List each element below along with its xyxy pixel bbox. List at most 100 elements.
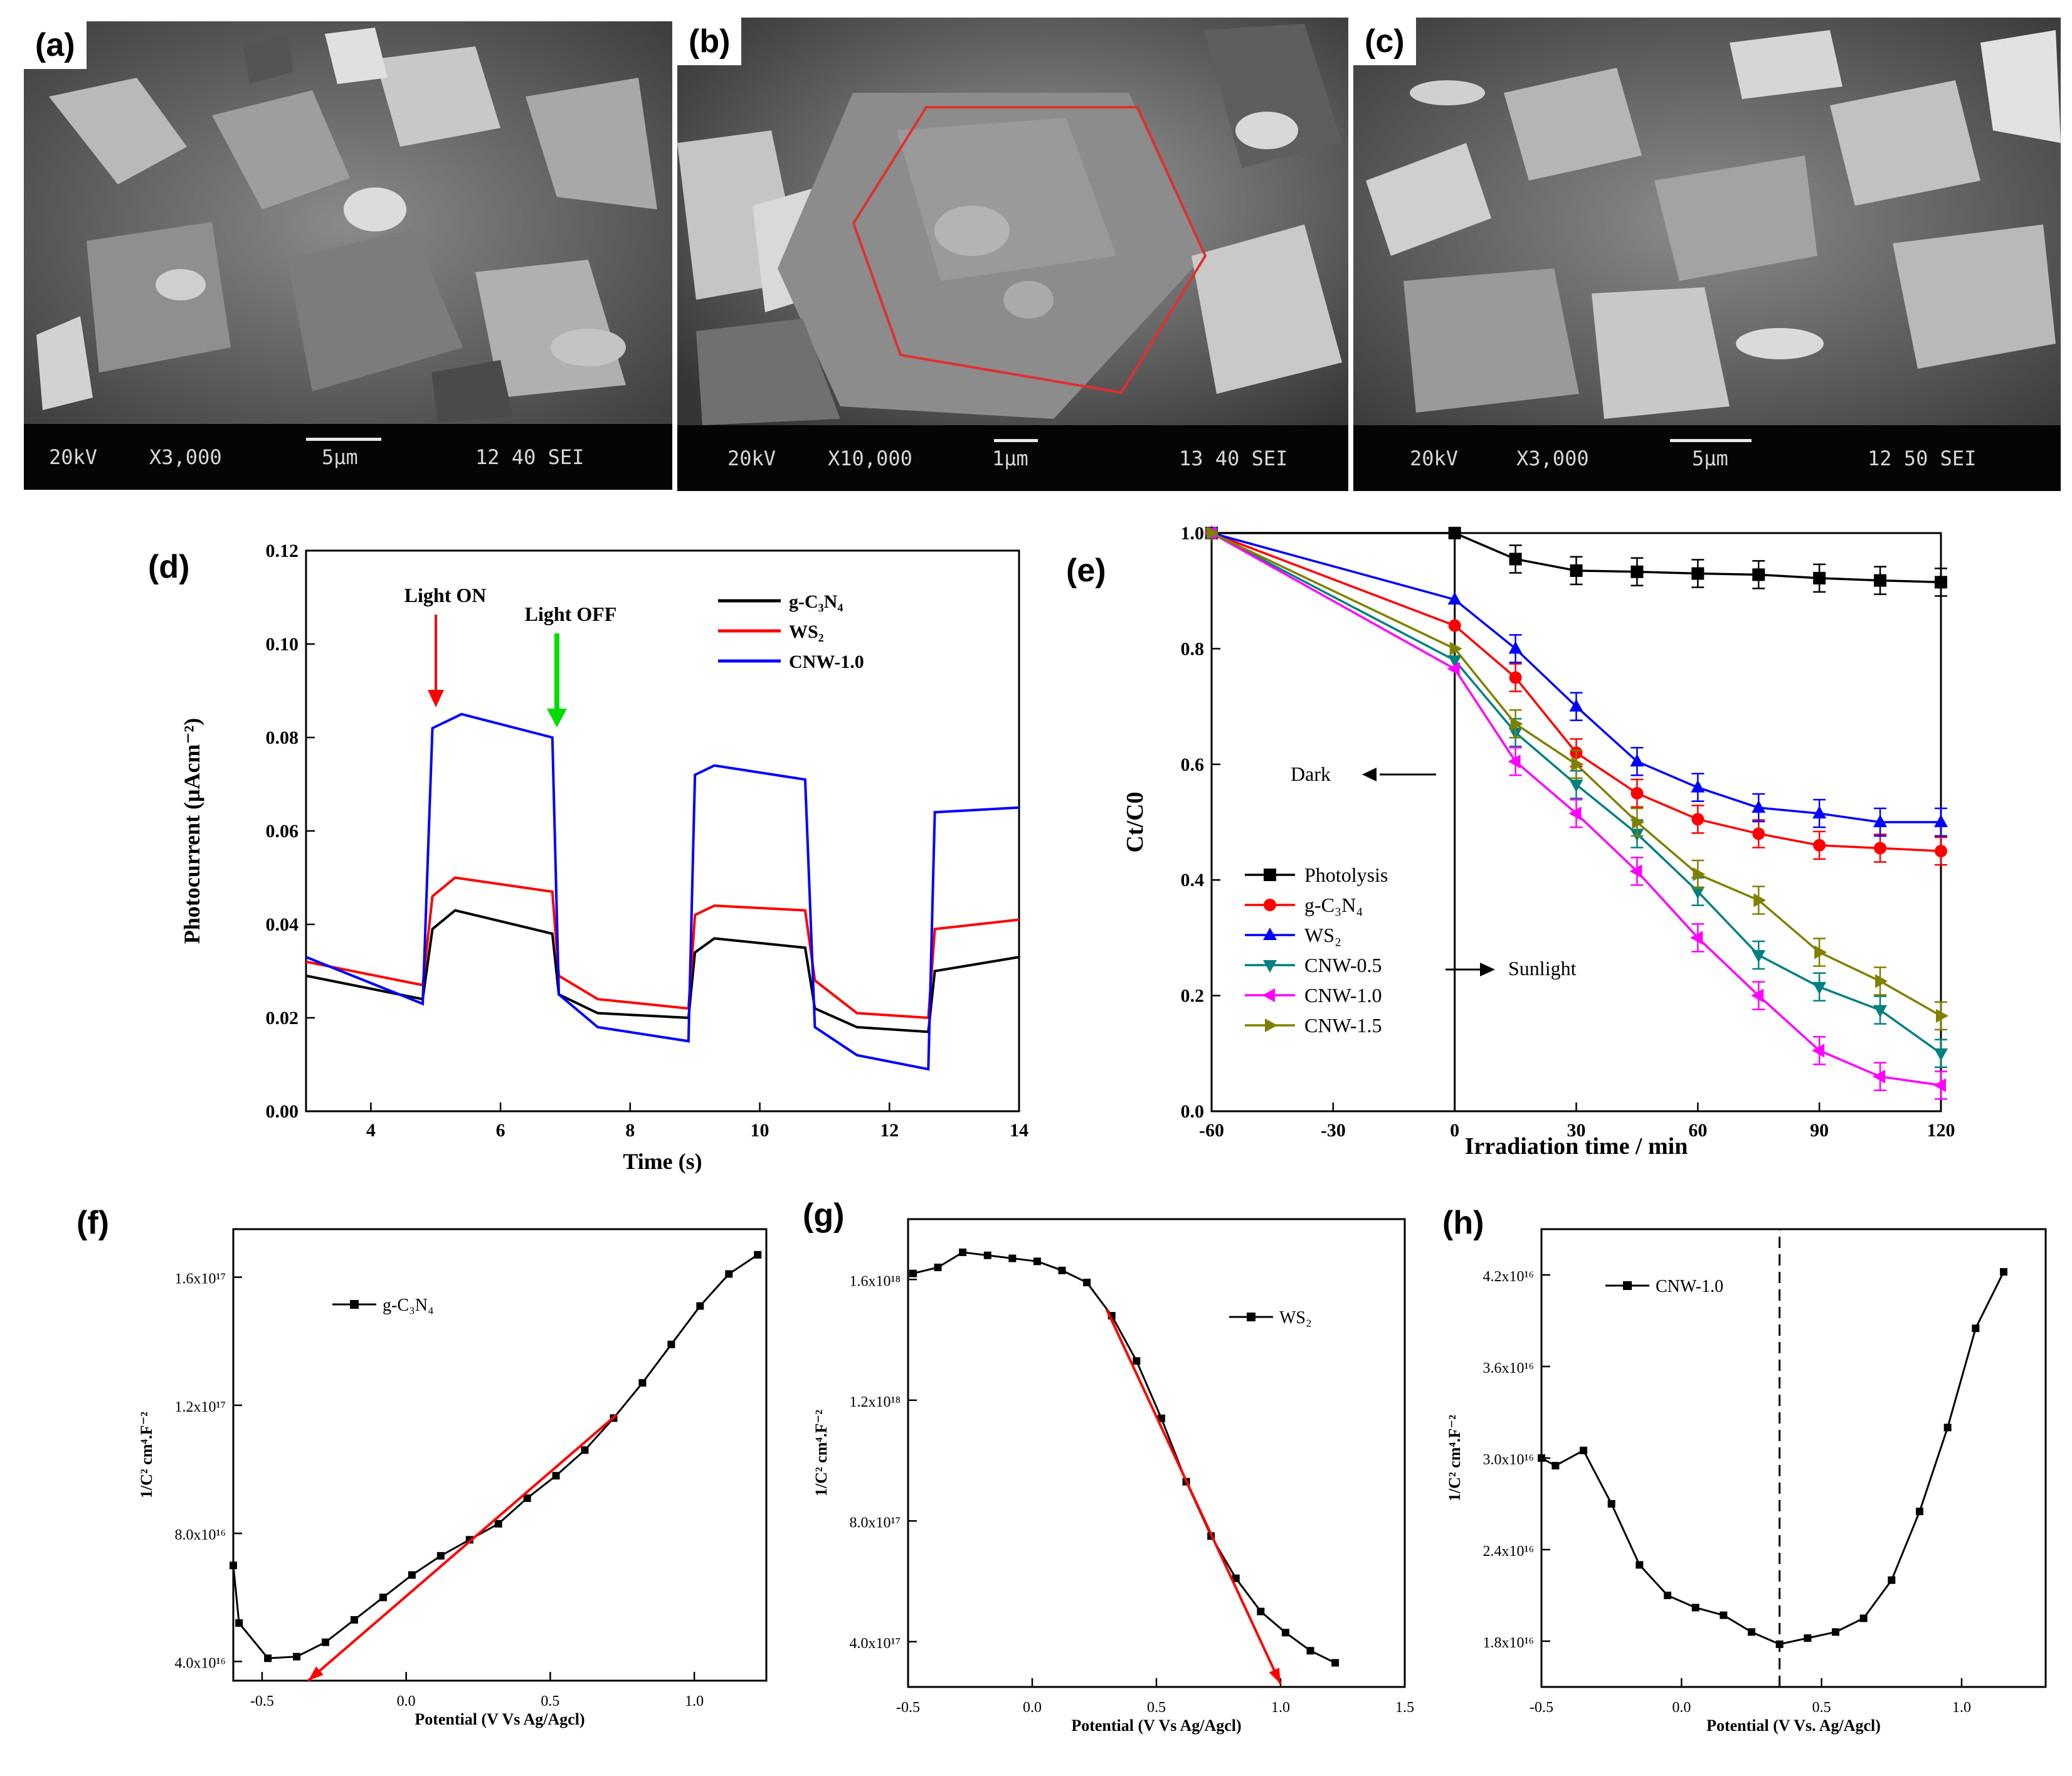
chart-f-frame [232, 1228, 768, 1682]
data-point-Photolysis [1631, 565, 1644, 578]
panel-label-h: (h) [1442, 1205, 1484, 1241]
sem-image-a: 20kV X3,000 5μm 12 40 SEI (a) [24, 21, 672, 490]
data-point-CNW-1.5 [1449, 642, 1462, 656]
legend-marker-CNW-0.5 [1263, 960, 1277, 973]
panel-label-g: (g) [803, 1197, 845, 1234]
y-tick-label: 0.8 [1181, 638, 1205, 659]
sem-magnification: X3,000 [149, 445, 222, 469]
x-tick-label: 8 [625, 1120, 635, 1141]
chart-h-frame [1540, 1228, 2047, 1688]
data-point-CNW-1.0 [1751, 988, 1764, 1003]
x-tick-label: 0.0 [397, 1693, 416, 1710]
data-point [1972, 1324, 1980, 1333]
data-point [436, 1551, 445, 1560]
panel-label-a: (a) [24, 21, 87, 69]
y-tick-label: 1.0 [1181, 523, 1205, 544]
data-point-WS₂ [1812, 806, 1827, 819]
sem-info-bar: 20kV X10,000 1μm 13 40 SEI [677, 425, 1348, 491]
data-point-WS₂ [1447, 592, 1462, 605]
arrow-light-off-head [547, 709, 567, 727]
data-point [379, 1594, 387, 1602]
data-point [1804, 1634, 1812, 1642]
series-line-g-C₃N₄ [1211, 532, 1942, 852]
data-point-Photolysis [1509, 552, 1522, 566]
legend-marker-CNW-1.0 [1262, 988, 1275, 1002]
y-tick-label: 3.6x10¹⁶ [1483, 1360, 1534, 1377]
sem-code: 12 40 SEI [475, 445, 584, 469]
data-point-WS₂ [1569, 699, 1583, 712]
x-tick-label: 10 [751, 1120, 769, 1141]
data-point-CNW-1.0 [1873, 1069, 1886, 1084]
annotation-dark: Dark [1291, 763, 1331, 785]
arrow-dark-head [1362, 768, 1377, 781]
data-point [1720, 1611, 1728, 1619]
y-axis-label: 1/C² cm⁴.F⁻² [137, 1412, 156, 1498]
series-line-CNW-1.0 [1211, 532, 1942, 1087]
x-axis-label: Potential (V Vs Ag/Agcl) [1071, 1716, 1241, 1735]
data-point-CNW-1.0 [1933, 1078, 1946, 1092]
data-point-CNW-1.5 [1510, 717, 1523, 731]
hexagon-outline [852, 106, 1207, 394]
legend-marker-CNW-1.0 [1623, 1281, 1632, 1290]
data-point-Photolysis [1935, 576, 1947, 589]
sem-image-b: 20kV X10,000 1μm 13 40 SEI (b) [677, 18, 1348, 491]
panel-label-b: (b) [677, 18, 742, 65]
legend-label-WS₂: WS₂ [1304, 924, 1341, 946]
x-tick-label: 0.0 [1023, 1699, 1042, 1716]
y-tick-label: 3.0x10¹⁶ [1483, 1452, 1534, 1468]
legend-marker-CNW-1.5 [1265, 1018, 1277, 1032]
x-tick-label: 60 [1688, 1120, 1707, 1141]
data-point-CNW-1.0 [1690, 931, 1703, 945]
series-line-CNW-1.0 [305, 712, 1020, 1071]
y-tick-label: 0.00 [266, 1101, 299, 1122]
sem-kv: 20kV [49, 445, 98, 469]
data-point [696, 1302, 704, 1310]
data-point-CNW-1.0 [1568, 806, 1582, 821]
sem-scale-label: 5μm [322, 445, 358, 469]
legend-label-Photolysis: Photolysis [1304, 864, 1388, 886]
y-axis-label: Photocurrent (μAcm⁻²) [179, 718, 204, 944]
x-tick-label: 6 [496, 1120, 505, 1141]
legend-label-g-C₃N₄: g-C₃N₄ [1304, 894, 1363, 916]
y-tick-label: 0.0 [1181, 1101, 1205, 1122]
data-point [2000, 1268, 2007, 1276]
data-point [667, 1340, 675, 1348]
x-tick-label: 0.0 [1672, 1699, 1691, 1716]
panel-label-d: (d) [148, 549, 190, 585]
x-tick-label: 0.5 [1812, 1699, 1831, 1716]
scale-bar [994, 439, 1038, 442]
legend-label-g-C₃N₄: g-C₃N₄ [383, 1296, 434, 1315]
sem-code: 13 40 SEI [1179, 447, 1288, 470]
data-point [293, 1652, 301, 1661]
data-point [1538, 1454, 1545, 1462]
data-point-CNW-0.5 [1812, 981, 1827, 995]
data-point-CNW-1.5 [1207, 526, 1219, 540]
data-point [523, 1494, 531, 1502]
data-point-CNW-0.5 [1752, 950, 1766, 963]
x-tick-label: -60 [1199, 1120, 1224, 1141]
data-point-Photolysis [1448, 527, 1461, 539]
data-point [983, 1251, 991, 1259]
data-point [1008, 1254, 1017, 1262]
data-point [1281, 1629, 1289, 1637]
series-line-WS₂ [912, 1251, 1336, 1664]
data-point-WS₂ [1630, 754, 1644, 767]
legend-marker-Photolysis [1264, 869, 1276, 881]
data-point-CNW-1.5 [1571, 757, 1584, 771]
x-tick-label: 1.0 [1952, 1699, 1971, 1716]
x-axis-label: Time (s) [623, 1149, 702, 1174]
x-tick-label: 0.5 [1147, 1699, 1166, 1716]
data-point-CNW-0.5 [1569, 780, 1583, 793]
chart-g-frame [907, 1218, 1406, 1688]
y-tick-label: 0.08 [266, 727, 299, 748]
data-point [1580, 1446, 1587, 1454]
arrow-light-on-head [428, 690, 444, 707]
y-tick-label: 0.2 [1181, 986, 1205, 1007]
data-point-WS₂ [1752, 800, 1766, 813]
data-point-CNW-0.5 [1934, 1048, 1948, 1061]
y-tick-label: 1.6x10¹⁷ [174, 1271, 226, 1287]
x-tick-label: 30 [1567, 1120, 1586, 1141]
data-point [1133, 1357, 1141, 1365]
data-point [494, 1520, 502, 1528]
